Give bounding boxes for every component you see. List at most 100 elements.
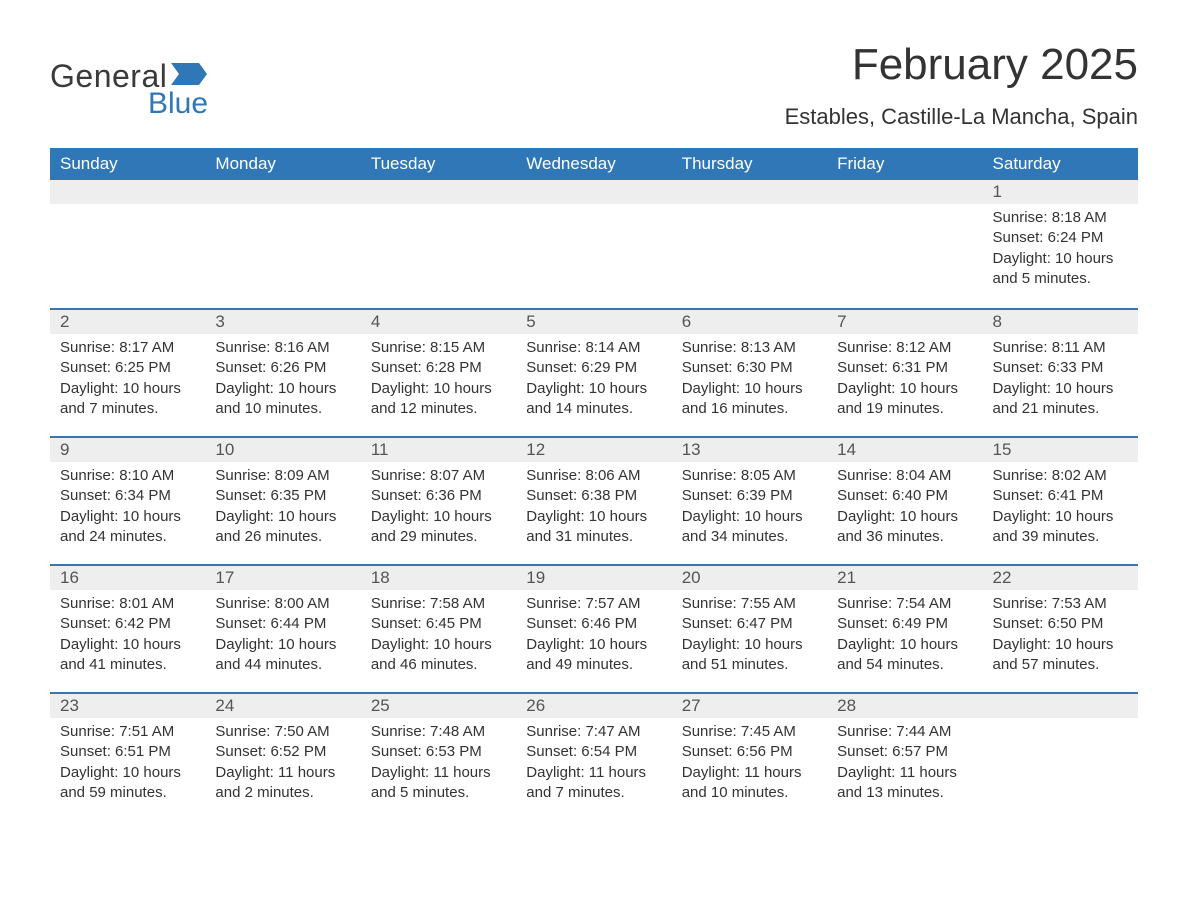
calendar-day: 26Sunrise: 7:47 AMSunset: 6:54 PMDayligh… bbox=[516, 692, 671, 820]
logo: General Blue bbox=[50, 40, 208, 121]
sunrise-text: Sunrise: 8:01 AM bbox=[60, 594, 195, 614]
sunrise-text: Sunrise: 8:09 AM bbox=[215, 466, 350, 486]
day-number: 25 bbox=[361, 694, 516, 718]
weekday-header: Wednesday bbox=[516, 148, 671, 180]
day-details: Sunrise: 8:05 AMSunset: 6:39 PMDaylight:… bbox=[672, 462, 827, 553]
calendar-day: 8Sunrise: 8:11 AMSunset: 6:33 PMDaylight… bbox=[983, 308, 1138, 436]
sunset-text: Sunset: 6:44 PM bbox=[215, 614, 350, 634]
daylight-text: Daylight: 11 hours and 10 minutes. bbox=[682, 763, 817, 804]
daylight-text: Daylight: 11 hours and 2 minutes. bbox=[215, 763, 350, 804]
calendar-day: 24Sunrise: 7:50 AMSunset: 6:52 PMDayligh… bbox=[205, 692, 360, 820]
day-details: Sunrise: 8:04 AMSunset: 6:40 PMDaylight:… bbox=[827, 462, 982, 553]
sunset-text: Sunset: 6:49 PM bbox=[837, 614, 972, 634]
sunrise-text: Sunrise: 8:15 AM bbox=[371, 338, 506, 358]
day-details: Sunrise: 8:13 AMSunset: 6:30 PMDaylight:… bbox=[672, 334, 827, 425]
day-details: Sunrise: 8:10 AMSunset: 6:34 PMDaylight:… bbox=[50, 462, 205, 553]
day-details: Sunrise: 7:57 AMSunset: 6:46 PMDaylight:… bbox=[516, 590, 671, 681]
sunrise-text: Sunrise: 8:02 AM bbox=[993, 466, 1128, 486]
calendar-day: 17Sunrise: 8:00 AMSunset: 6:44 PMDayligh… bbox=[205, 564, 360, 692]
daylight-text: Daylight: 10 hours and 44 minutes. bbox=[215, 635, 350, 676]
sunset-text: Sunset: 6:41 PM bbox=[993, 486, 1128, 506]
day-details bbox=[361, 204, 516, 214]
calendar-day: 2Sunrise: 8:17 AMSunset: 6:25 PMDaylight… bbox=[50, 308, 205, 436]
calendar-day bbox=[827, 180, 982, 308]
sunrise-text: Sunrise: 8:11 AM bbox=[993, 338, 1128, 358]
sunset-text: Sunset: 6:47 PM bbox=[682, 614, 817, 634]
sunset-text: Sunset: 6:56 PM bbox=[682, 742, 817, 762]
daylight-text: Daylight: 10 hours and 54 minutes. bbox=[837, 635, 972, 676]
sunrise-text: Sunrise: 7:53 AM bbox=[993, 594, 1128, 614]
sunset-text: Sunset: 6:50 PM bbox=[993, 614, 1128, 634]
calendar-day: 12Sunrise: 8:06 AMSunset: 6:38 PMDayligh… bbox=[516, 436, 671, 564]
day-details: Sunrise: 7:44 AMSunset: 6:57 PMDaylight:… bbox=[827, 718, 982, 809]
sunrise-text: Sunrise: 7:58 AM bbox=[371, 594, 506, 614]
sunset-text: Sunset: 6:30 PM bbox=[682, 358, 817, 378]
daylight-text: Daylight: 11 hours and 7 minutes. bbox=[526, 763, 661, 804]
weekday-header: Friday bbox=[827, 148, 982, 180]
day-details: Sunrise: 8:15 AMSunset: 6:28 PMDaylight:… bbox=[361, 334, 516, 425]
sunrise-text: Sunrise: 8:07 AM bbox=[371, 466, 506, 486]
sunrise-text: Sunrise: 7:45 AM bbox=[682, 722, 817, 742]
logo-text-blue: Blue bbox=[148, 87, 208, 121]
calendar-day: 10Sunrise: 8:09 AMSunset: 6:35 PMDayligh… bbox=[205, 436, 360, 564]
daylight-text: Daylight: 10 hours and 31 minutes. bbox=[526, 507, 661, 548]
day-number: 18 bbox=[361, 566, 516, 590]
weekday-header: Saturday bbox=[983, 148, 1138, 180]
sunrise-text: Sunrise: 7:54 AM bbox=[837, 594, 972, 614]
day-details: Sunrise: 8:01 AMSunset: 6:42 PMDaylight:… bbox=[50, 590, 205, 681]
day-details: Sunrise: 7:47 AMSunset: 6:54 PMDaylight:… bbox=[516, 718, 671, 809]
calendar-day bbox=[672, 180, 827, 308]
sunset-text: Sunset: 6:28 PM bbox=[371, 358, 506, 378]
calendar-day bbox=[361, 180, 516, 308]
day-number: 28 bbox=[827, 694, 982, 718]
calendar-day: 1Sunrise: 8:18 AMSunset: 6:24 PMDaylight… bbox=[983, 180, 1138, 308]
sunset-text: Sunset: 6:54 PM bbox=[526, 742, 661, 762]
day-number: 7 bbox=[827, 310, 982, 334]
day-number: 8 bbox=[983, 310, 1138, 334]
day-details: Sunrise: 7:48 AMSunset: 6:53 PMDaylight:… bbox=[361, 718, 516, 809]
day-details bbox=[50, 204, 205, 214]
day-details: Sunrise: 8:07 AMSunset: 6:36 PMDaylight:… bbox=[361, 462, 516, 553]
calendar-day: 21Sunrise: 7:54 AMSunset: 6:49 PMDayligh… bbox=[827, 564, 982, 692]
calendar-day: 7Sunrise: 8:12 AMSunset: 6:31 PMDaylight… bbox=[827, 308, 982, 436]
sunset-text: Sunset: 6:26 PM bbox=[215, 358, 350, 378]
weekday-row: Sunday Monday Tuesday Wednesday Thursday… bbox=[50, 148, 1138, 180]
weekday-header: Sunday bbox=[50, 148, 205, 180]
day-details: Sunrise: 8:00 AMSunset: 6:44 PMDaylight:… bbox=[205, 590, 360, 681]
sunrise-text: Sunrise: 8:17 AM bbox=[60, 338, 195, 358]
flag-icon bbox=[171, 63, 207, 90]
sunrise-text: Sunrise: 8:18 AM bbox=[993, 208, 1128, 228]
daylight-text: Daylight: 10 hours and 5 minutes. bbox=[993, 249, 1128, 290]
day-number: 24 bbox=[205, 694, 360, 718]
weekday-header: Thursday bbox=[672, 148, 827, 180]
day-number: 22 bbox=[983, 566, 1138, 590]
calendar-day: 25Sunrise: 7:48 AMSunset: 6:53 PMDayligh… bbox=[361, 692, 516, 820]
calendar-day: 16Sunrise: 8:01 AMSunset: 6:42 PMDayligh… bbox=[50, 564, 205, 692]
calendar-day: 23Sunrise: 7:51 AMSunset: 6:51 PMDayligh… bbox=[50, 692, 205, 820]
calendar-week: 2Sunrise: 8:17 AMSunset: 6:25 PMDaylight… bbox=[50, 308, 1138, 436]
calendar-day bbox=[205, 180, 360, 308]
day-details: Sunrise: 8:06 AMSunset: 6:38 PMDaylight:… bbox=[516, 462, 671, 553]
day-number: 6 bbox=[672, 310, 827, 334]
day-details bbox=[672, 204, 827, 214]
calendar-day: 9Sunrise: 8:10 AMSunset: 6:34 PMDaylight… bbox=[50, 436, 205, 564]
calendar-day: 3Sunrise: 8:16 AMSunset: 6:26 PMDaylight… bbox=[205, 308, 360, 436]
daylight-text: Daylight: 10 hours and 21 minutes. bbox=[993, 379, 1128, 420]
day-number: 19 bbox=[516, 566, 671, 590]
header: General Blue February 2025 Estables, Cas… bbox=[50, 40, 1138, 130]
day-number: 2 bbox=[50, 310, 205, 334]
daylight-text: Daylight: 10 hours and 14 minutes. bbox=[526, 379, 661, 420]
day-details: Sunrise: 8:11 AMSunset: 6:33 PMDaylight:… bbox=[983, 334, 1138, 425]
day-number: 12 bbox=[516, 438, 671, 462]
day-details: Sunrise: 7:53 AMSunset: 6:50 PMDaylight:… bbox=[983, 590, 1138, 681]
sunset-text: Sunset: 6:42 PM bbox=[60, 614, 195, 634]
sunrise-text: Sunrise: 8:16 AM bbox=[215, 338, 350, 358]
calendar-week: 9Sunrise: 8:10 AMSunset: 6:34 PMDaylight… bbox=[50, 436, 1138, 564]
day-details: Sunrise: 8:09 AMSunset: 6:35 PMDaylight:… bbox=[205, 462, 360, 553]
day-number: 17 bbox=[205, 566, 360, 590]
calendar-week: 23Sunrise: 7:51 AMSunset: 6:51 PMDayligh… bbox=[50, 692, 1138, 820]
daylight-text: Daylight: 10 hours and 34 minutes. bbox=[682, 507, 817, 548]
day-details: Sunrise: 8:18 AMSunset: 6:24 PMDaylight:… bbox=[983, 204, 1138, 295]
sunrise-text: Sunrise: 8:06 AM bbox=[526, 466, 661, 486]
day-details: Sunrise: 7:55 AMSunset: 6:47 PMDaylight:… bbox=[672, 590, 827, 681]
